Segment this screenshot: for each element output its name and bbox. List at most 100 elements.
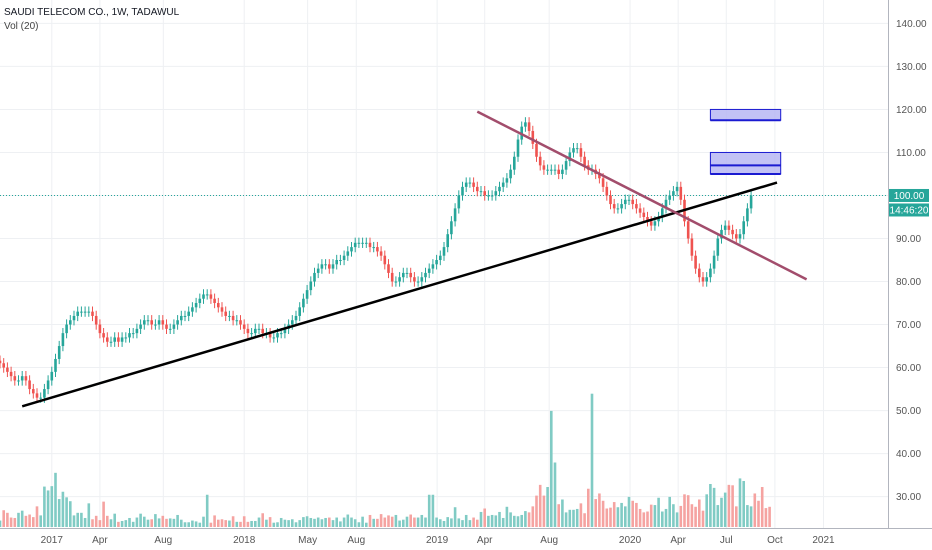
- target-box[interactable]: [709, 151, 782, 175]
- candle-body[interactable]: [32, 389, 35, 394]
- candle-body[interactable]: [313, 272, 316, 282]
- candle-body[interactable]: [642, 212, 646, 217]
- candle-body[interactable]: [527, 122, 531, 131]
- candle-body[interactable]: [72, 315, 76, 321]
- candle-body[interactable]: [357, 242, 361, 244]
- candle-body[interactable]: [731, 229, 734, 235]
- candle-body[interactable]: [712, 255, 716, 269]
- candle-body[interactable]: [128, 333, 131, 338]
- support-trendline[interactable]: [21, 181, 778, 408]
- candle-body[interactable]: [213, 298, 216, 304]
- candle-body[interactable]: [409, 272, 412, 278]
- candle-body[interactable]: [631, 199, 634, 205]
- candle-body[interactable]: [46, 380, 50, 390]
- candle-body[interactable]: [538, 156, 542, 166]
- candle-body[interactable]: [24, 376, 28, 381]
- candle-body[interactable]: [572, 148, 575, 153]
- candle-body[interactable]: [205, 294, 209, 296]
- candle-body[interactable]: [649, 221, 653, 226]
- candle-body[interactable]: [727, 225, 731, 230]
- candle-body[interactable]: [113, 337, 116, 342]
- candle-body[interactable]: [483, 191, 486, 196]
- candle-body[interactable]: [513, 156, 516, 170]
- candle-body[interactable]: [742, 221, 745, 235]
- candle-body[interactable]: [435, 260, 438, 265]
- candle-body[interactable]: [353, 242, 357, 248]
- candle-body[interactable]: [575, 148, 579, 150]
- candle-body[interactable]: [402, 272, 405, 278]
- candle-body[interactable]: [183, 315, 187, 317]
- candle-body[interactable]: [735, 234, 738, 239]
- candle-body[interactable]: [124, 337, 128, 339]
- candle-body[interactable]: [65, 324, 68, 334]
- candle-body[interactable]: [564, 161, 568, 170]
- candle-body[interactable]: [231, 315, 235, 321]
- candle-body[interactable]: [646, 216, 649, 222]
- candle-body[interactable]: [550, 169, 553, 171]
- candle-body[interactable]: [305, 290, 309, 299]
- candle-body[interactable]: [453, 208, 457, 222]
- candle-body[interactable]: [450, 221, 453, 235]
- candle-body[interactable]: [13, 376, 17, 381]
- candle-body[interactable]: [398, 277, 401, 282]
- candle-body[interactable]: [57, 346, 61, 359]
- candle-body[interactable]: [487, 195, 490, 197]
- candle-body[interactable]: [246, 328, 250, 334]
- candle-body[interactable]: [601, 178, 605, 187]
- candle-body[interactable]: [17, 380, 20, 382]
- candle-body[interactable]: [476, 186, 479, 192]
- candle-body[interactable]: [28, 380, 31, 390]
- candle-body[interactable]: [6, 367, 9, 372]
- candle-body[interactable]: [350, 247, 353, 252]
- candle-body[interactable]: [716, 238, 720, 256]
- candle-body[interactable]: [413, 277, 416, 282]
- candle-body[interactable]: [638, 208, 642, 213]
- candle-body[interactable]: [324, 264, 327, 266]
- candle-body[interactable]: [283, 328, 287, 334]
- candle-body[interactable]: [705, 277, 708, 282]
- candle-body[interactable]: [709, 268, 712, 278]
- candle-body[interactable]: [20, 376, 24, 381]
- candle-body[interactable]: [464, 182, 468, 187]
- candle-body[interactable]: [383, 255, 387, 265]
- candle-body[interactable]: [176, 320, 179, 325]
- candle-body[interactable]: [54, 358, 57, 372]
- candle-body[interactable]: [535, 143, 538, 157]
- candle-body[interactable]: [202, 294, 205, 299]
- candle-body[interactable]: [516, 139, 520, 157]
- candle-body[interactable]: [698, 268, 701, 278]
- candle-body[interactable]: [579, 148, 583, 157]
- candle-body[interactable]: [165, 324, 168, 329]
- candle-body[interactable]: [279, 333, 283, 335]
- candle-body[interactable]: [439, 255, 442, 261]
- candle-body[interactable]: [461, 186, 464, 196]
- candle-body[interactable]: [553, 169, 557, 171]
- candle-body[interactable]: [43, 389, 46, 398]
- candle-body[interactable]: [294, 315, 298, 321]
- candle-body[interactable]: [83, 311, 87, 313]
- candle-body[interactable]: [624, 199, 627, 205]
- candle-body[interactable]: [198, 298, 202, 304]
- candle-body[interactable]: [154, 324, 157, 326]
- candle-body[interactable]: [568, 152, 572, 162]
- candle-body[interactable]: [220, 307, 224, 312]
- candle-body[interactable]: [372, 247, 375, 249]
- candle-body[interactable]: [365, 242, 368, 244]
- candle-body[interactable]: [335, 260, 338, 265]
- candle-body[interactable]: [468, 182, 472, 184]
- candle-body[interactable]: [379, 251, 383, 256]
- candle-body[interactable]: [509, 169, 512, 179]
- candle-body[interactable]: [50, 371, 54, 381]
- candle-body[interactable]: [316, 268, 320, 273]
- candle-body[interactable]: [672, 191, 675, 196]
- candle-body[interactable]: [209, 294, 213, 299]
- candle-body[interactable]: [675, 186, 679, 192]
- candle-body[interactable]: [442, 247, 446, 256]
- candle-body[interactable]: [298, 307, 301, 316]
- candle-body[interactable]: [276, 333, 279, 338]
- candle-body[interactable]: [150, 320, 153, 325]
- candle-body[interactable]: [472, 182, 475, 187]
- candle-body[interactable]: [635, 204, 638, 209]
- candle-body[interactable]: [331, 264, 335, 269]
- candle-body[interactable]: [168, 328, 172, 330]
